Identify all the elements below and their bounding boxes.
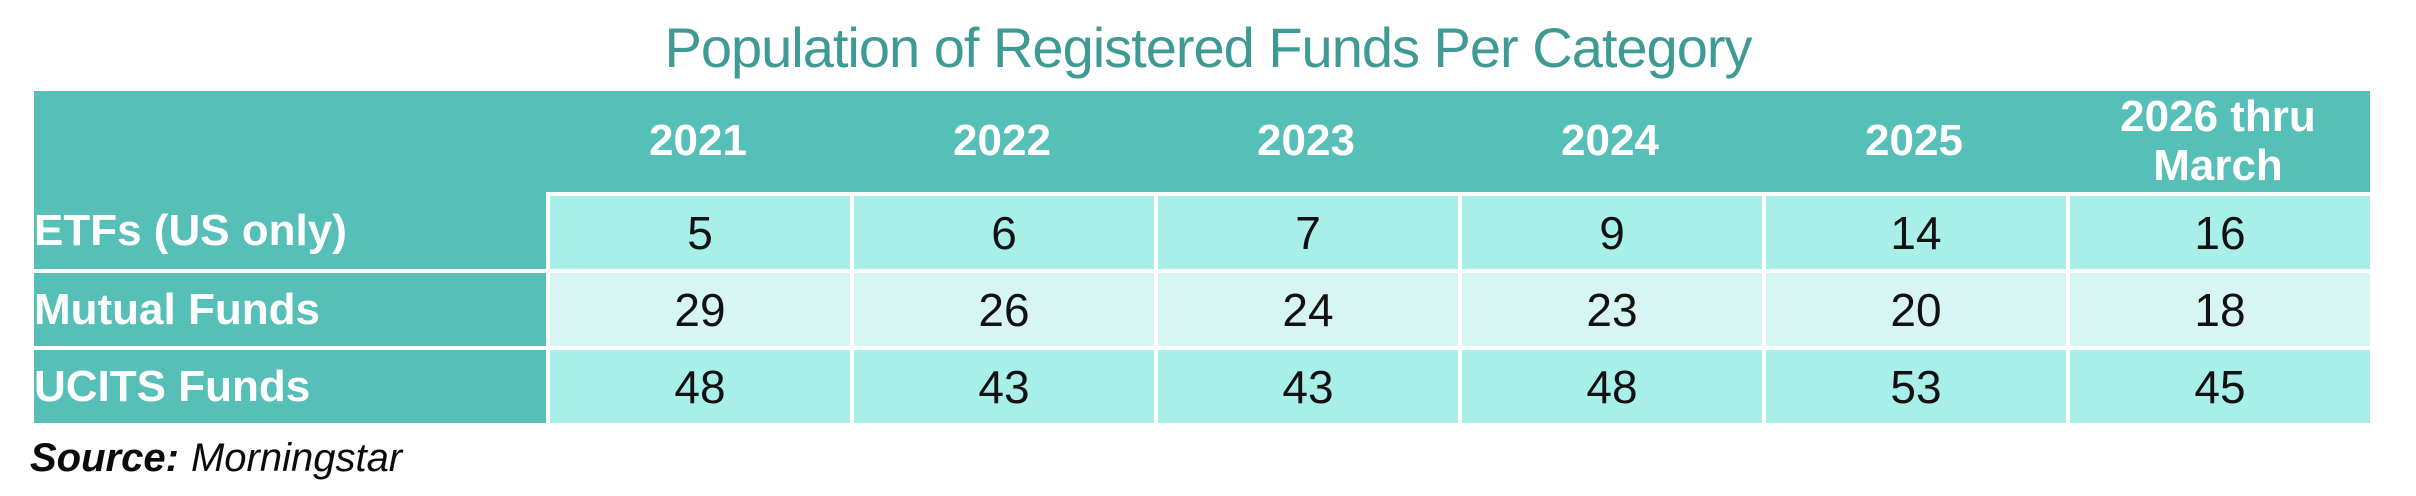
- column-header-2023: 2023: [1154, 91, 1458, 192]
- chart-title: Population of Registered Funds Per Categ…: [664, 16, 1753, 79]
- cell-ucits-2023: 43: [1154, 346, 1458, 423]
- source-value: Morningstar: [190, 436, 403, 480]
- column-header-2026-thru-march: 2026 thru March: [2066, 91, 2370, 192]
- source-line: Source: Morningstar: [30, 436, 402, 481]
- cell-ucits-2026: 45: [2066, 346, 2370, 423]
- table-row-etfs: ETFs (US only) 5 6 7 9 14 16: [34, 192, 2370, 269]
- cell-etfs-2021: 5: [546, 192, 850, 269]
- cell-ucits-2021: 48: [546, 346, 850, 423]
- cell-etfs-2022: 6: [850, 192, 1154, 269]
- cell-etfs-2025: 14: [1762, 192, 2066, 269]
- table-corner-cell: [34, 91, 546, 192]
- column-header-2022: 2022: [850, 91, 1154, 192]
- row-label-etfs-us-only: ETFs (US only): [34, 192, 546, 269]
- row-label-ucits-funds: UCITS Funds: [34, 346, 546, 423]
- source-label: Source:: [30, 436, 179, 480]
- cell-ucits-2022: 43: [850, 346, 1154, 423]
- row-label-mutual-funds: Mutual Funds: [34, 269, 546, 346]
- table-row-ucits-funds: UCITS Funds 48 43 43 48 53 45: [34, 346, 2370, 423]
- funds-table: 2021 2022 2023 2024 2025 2026 thru March…: [34, 91, 2370, 423]
- table-row-mutual-funds: Mutual Funds 29 26 24 23 20 18: [34, 269, 2370, 346]
- table-header-row: 2021 2022 2023 2024 2025 2026 thru March: [34, 91, 2370, 192]
- cell-etfs-2026: 16: [2066, 192, 2370, 269]
- cell-etfs-2023: 7: [1154, 192, 1458, 269]
- cell-etfs-2024: 9: [1458, 192, 1762, 269]
- cell-mutual-2026: 18: [2066, 269, 2370, 346]
- cell-mutual-2023: 24: [1154, 269, 1458, 346]
- column-header-2021: 2021: [546, 91, 850, 192]
- cell-ucits-2024: 48: [1458, 346, 1762, 423]
- column-header-2024: 2024: [1458, 91, 1762, 192]
- cell-mutual-2022: 26: [850, 269, 1154, 346]
- cell-mutual-2024: 23: [1458, 269, 1762, 346]
- column-header-2025: 2025: [1762, 91, 2066, 192]
- cell-ucits-2025: 53: [1762, 346, 2066, 423]
- cell-mutual-2021: 29: [546, 269, 850, 346]
- cell-mutual-2025: 20: [1762, 269, 2066, 346]
